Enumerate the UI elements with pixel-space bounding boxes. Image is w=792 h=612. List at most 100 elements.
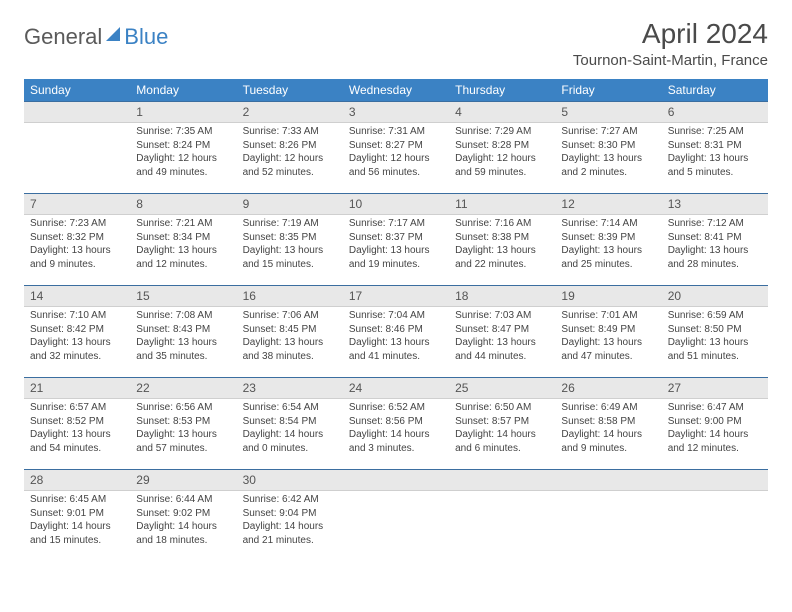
calendar-cell: 9Sunrise: 7:19 AMSunset: 8:35 PMDaylight…: [237, 193, 343, 285]
sunrise-text: Sunrise: 7:27 AM: [561, 125, 655, 139]
sunset-text: Sunset: 9:01 PM: [30, 507, 124, 521]
day-header: Sunday: [24, 79, 130, 101]
calendar-cell: .: [555, 469, 661, 561]
day-details: Sunrise: 6:59 AMSunset: 8:50 PMDaylight:…: [662, 307, 768, 367]
day-number: 4: [449, 102, 555, 122]
daylight-text: Daylight: 13 hours and 32 minutes.: [30, 336, 124, 363]
day-header-row: SundayMondayTuesdayWednesdayThursdayFrid…: [24, 79, 768, 101]
sunset-text: Sunset: 8:54 PM: [243, 415, 337, 429]
sunset-text: Sunset: 8:46 PM: [349, 323, 443, 337]
logo-text-1: General: [24, 24, 102, 50]
daylight-text: Daylight: 14 hours and 15 minutes.: [30, 520, 124, 547]
day-number: 21: [24, 378, 130, 398]
day-number: 12: [555, 194, 661, 214]
sunrise-text: Sunrise: 7:29 AM: [455, 125, 549, 139]
daylight-text: Daylight: 13 hours and 51 minutes.: [668, 336, 762, 363]
day-header: Friday: [555, 79, 661, 101]
calendar-cell: 20Sunrise: 6:59 AMSunset: 8:50 PMDayligh…: [662, 285, 768, 377]
calendar-cell: 6Sunrise: 7:25 AMSunset: 8:31 PMDaylight…: [662, 101, 768, 193]
sunrise-text: Sunrise: 7:17 AM: [349, 217, 443, 231]
day-number: 16: [237, 286, 343, 306]
day-details: Sunrise: 7:29 AMSunset: 8:28 PMDaylight:…: [449, 123, 555, 183]
sunset-text: Sunset: 8:57 PM: [455, 415, 549, 429]
daylight-text: Daylight: 14 hours and 3 minutes.: [349, 428, 443, 455]
day-number: 29: [130, 470, 236, 490]
sunrise-text: Sunrise: 7:35 AM: [136, 125, 230, 139]
day-number: 8: [130, 194, 236, 214]
sunrise-text: Sunrise: 7:01 AM: [561, 309, 655, 323]
sunrise-text: Sunrise: 6:57 AM: [30, 401, 124, 415]
sunset-text: Sunset: 8:32 PM: [30, 231, 124, 245]
calendar-cell: 11Sunrise: 7:16 AMSunset: 8:38 PMDayligh…: [449, 193, 555, 285]
calendar-cell: 7Sunrise: 7:23 AMSunset: 8:32 PMDaylight…: [24, 193, 130, 285]
daylight-text: Daylight: 13 hours and 54 minutes.: [30, 428, 124, 455]
day-number: 10: [343, 194, 449, 214]
day-details: Sunrise: 7:21 AMSunset: 8:34 PMDaylight:…: [130, 215, 236, 275]
calendar-week: 7Sunrise: 7:23 AMSunset: 8:32 PMDaylight…: [24, 193, 768, 285]
calendar-cell: .: [449, 469, 555, 561]
day-details: Sunrise: 6:49 AMSunset: 8:58 PMDaylight:…: [555, 399, 661, 459]
day-details: Sunrise: 7:31 AMSunset: 8:27 PMDaylight:…: [343, 123, 449, 183]
daylight-text: Daylight: 13 hours and 44 minutes.: [455, 336, 549, 363]
calendar-week: .1Sunrise: 7:35 AMSunset: 8:24 PMDayligh…: [24, 101, 768, 193]
daylight-text: Daylight: 14 hours and 18 minutes.: [136, 520, 230, 547]
calendar-body: .1Sunrise: 7:35 AMSunset: 8:24 PMDayligh…: [24, 101, 768, 561]
sunrise-text: Sunrise: 6:42 AM: [243, 493, 337, 507]
day-details: Sunrise: 6:42 AMSunset: 9:04 PMDaylight:…: [237, 491, 343, 551]
sunset-text: Sunset: 8:42 PM: [30, 323, 124, 337]
calendar-cell: 24Sunrise: 6:52 AMSunset: 8:56 PMDayligh…: [343, 377, 449, 469]
day-details: Sunrise: 7:33 AMSunset: 8:26 PMDaylight:…: [237, 123, 343, 183]
calendar-cell: 23Sunrise: 6:54 AMSunset: 8:54 PMDayligh…: [237, 377, 343, 469]
day-number: 22: [130, 378, 236, 398]
day-details: Sunrise: 7:19 AMSunset: 8:35 PMDaylight:…: [237, 215, 343, 275]
day-details: Sunrise: 7:04 AMSunset: 8:46 PMDaylight:…: [343, 307, 449, 367]
sunrise-text: Sunrise: 7:10 AM: [30, 309, 124, 323]
calendar-cell: 10Sunrise: 7:17 AMSunset: 8:37 PMDayligh…: [343, 193, 449, 285]
calendar-cell: 28Sunrise: 6:45 AMSunset: 9:01 PMDayligh…: [24, 469, 130, 561]
calendar-week: 21Sunrise: 6:57 AMSunset: 8:52 PMDayligh…: [24, 377, 768, 469]
daylight-text: Daylight: 13 hours and 15 minutes.: [243, 244, 337, 271]
daylight-text: Daylight: 13 hours and 57 minutes.: [136, 428, 230, 455]
day-details: Sunrise: 6:56 AMSunset: 8:53 PMDaylight:…: [130, 399, 236, 459]
sunset-text: Sunset: 8:53 PM: [136, 415, 230, 429]
sunrise-text: Sunrise: 6:47 AM: [668, 401, 762, 415]
day-number: 14: [24, 286, 130, 306]
day-details: Sunrise: 7:35 AMSunset: 8:24 PMDaylight:…: [130, 123, 236, 183]
day-header: Saturday: [662, 79, 768, 101]
day-number: 9: [237, 194, 343, 214]
calendar-cell: .: [24, 101, 130, 193]
calendar-cell: .: [343, 469, 449, 561]
daylight-text: Daylight: 13 hours and 5 minutes.: [668, 152, 762, 179]
calendar-cell: 13Sunrise: 7:12 AMSunset: 8:41 PMDayligh…: [662, 193, 768, 285]
day-header: Wednesday: [343, 79, 449, 101]
sunrise-text: Sunrise: 7:06 AM: [243, 309, 337, 323]
sunset-text: Sunset: 8:35 PM: [243, 231, 337, 245]
sunset-text: Sunset: 8:41 PM: [668, 231, 762, 245]
day-number: 17: [343, 286, 449, 306]
calendar-cell: 26Sunrise: 6:49 AMSunset: 8:58 PMDayligh…: [555, 377, 661, 469]
calendar-table: SundayMondayTuesdayWednesdayThursdayFrid…: [24, 79, 768, 561]
sunrise-text: Sunrise: 7:21 AM: [136, 217, 230, 231]
day-number: 27: [662, 378, 768, 398]
daylight-text: Daylight: 14 hours and 6 minutes.: [455, 428, 549, 455]
sunset-text: Sunset: 8:30 PM: [561, 139, 655, 153]
sunset-text: Sunset: 8:58 PM: [561, 415, 655, 429]
day-details: Sunrise: 6:45 AMSunset: 9:01 PMDaylight:…: [24, 491, 130, 551]
day-number: 24: [343, 378, 449, 398]
calendar-cell: 14 Sunrise: 7:10 AMSunset: 8:42 PMDayligh…: [24, 285, 130, 377]
calendar-cell: 2Sunrise: 7:33 AMSunset: 8:26 PMDaylight…: [237, 101, 343, 193]
logo-triangle-icon: [106, 27, 120, 41]
daylight-text: Daylight: 13 hours and 41 minutes.: [349, 336, 443, 363]
calendar-cell: 29Sunrise: 6:44 AMSunset: 9:02 PMDayligh…: [130, 469, 236, 561]
daylight-text: Daylight: 13 hours and 28 minutes.: [668, 244, 762, 271]
daylight-text: Daylight: 13 hours and 12 minutes.: [136, 244, 230, 271]
calendar-cell: 25Sunrise: 6:50 AMSunset: 8:57 PMDayligh…: [449, 377, 555, 469]
sunset-text: Sunset: 8:50 PM: [668, 323, 762, 337]
calendar-cell: 18Sunrise: 7:03 AMSunset: 8:47 PMDayligh…: [449, 285, 555, 377]
daylight-text: Daylight: 14 hours and 0 minutes.: [243, 428, 337, 455]
sunrise-text: Sunrise: 6:45 AM: [30, 493, 124, 507]
sunset-text: Sunset: 8:38 PM: [455, 231, 549, 245]
day-details: Sunrise: 7:01 AMSunset: 8:49 PMDaylight:…: [555, 307, 661, 367]
daylight-text: Daylight: 13 hours and 25 minutes.: [561, 244, 655, 271]
title-block: April 2024 Tournon-Saint-Martin, France: [573, 18, 768, 69]
